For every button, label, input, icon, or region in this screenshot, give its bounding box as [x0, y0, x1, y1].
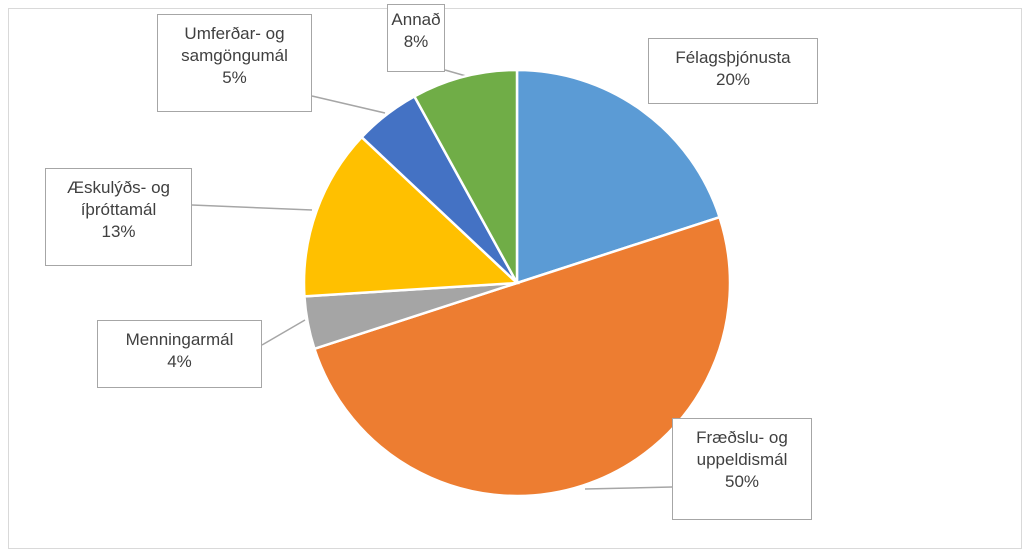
label-category: Félagsþjónusta: [675, 48, 791, 67]
label-category: Umferðar- og samgöngumál: [181, 24, 288, 65]
pie-slice: [312, 215, 732, 498]
data-label: Menningarmál 4%: [97, 320, 262, 388]
label-value: 5%: [222, 68, 247, 87]
chart-frame: [8, 8, 1022, 549]
label-value: 50%: [724, 472, 760, 491]
label-value: 20%: [715, 70, 751, 89]
label-category: Æskulýðs- og íþróttamál: [67, 178, 170, 219]
label-category: Menningarmál: [125, 330, 234, 349]
pie-slice: [412, 68, 519, 284]
pie-slice: [515, 68, 722, 285]
label-value: 8%: [403, 32, 429, 51]
label-category: Fræðslu- og uppeldismál: [696, 428, 788, 469]
data-label: Æskulýðs- og íþróttamál 13%: [45, 168, 192, 266]
leader-line: [191, 204, 313, 211]
leader-line: [444, 69, 467, 77]
label-category: Annað: [391, 10, 441, 29]
label-value: 13%: [101, 222, 136, 241]
data-label: Annað 8%: [387, 4, 445, 72]
data-label: Umferðar- og samgöngumál 5%: [157, 14, 312, 112]
label-value: 4%: [167, 352, 192, 371]
data-label: Félagsþjónusta 20%: [648, 38, 818, 104]
leader-line: [311, 95, 386, 114]
data-label: Fræðslu- og uppeldismál 50%: [672, 418, 812, 520]
pie-slice: [302, 135, 520, 298]
leader-line: [261, 319, 306, 346]
leader-line: [584, 486, 673, 490]
